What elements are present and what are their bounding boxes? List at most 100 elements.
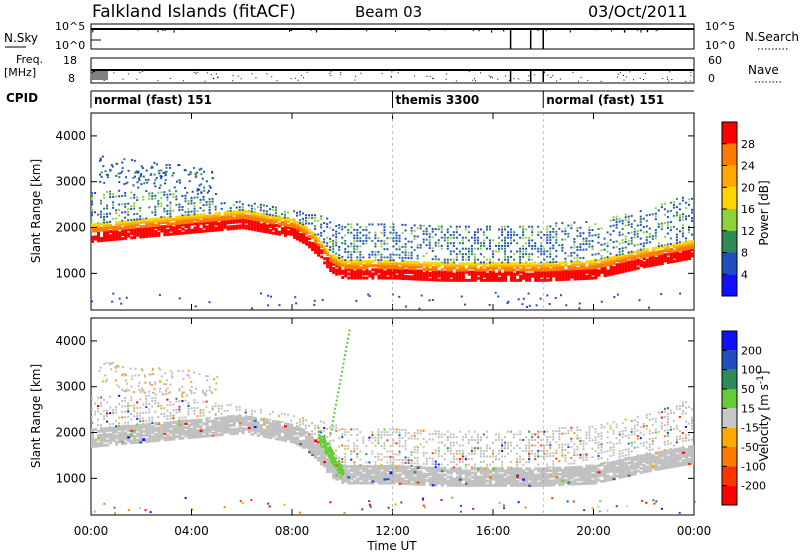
- echo-cell: [262, 418, 266, 422]
- nave-dot: [505, 75, 507, 77]
- echo-cell: [103, 439, 107, 443]
- echo-cell: [156, 163, 159, 166]
- echo-cell: [534, 455, 537, 458]
- echo-cell: [350, 274, 354, 278]
- echo-cell: [374, 465, 378, 469]
- echo-cell: [488, 447, 491, 450]
- echo-cell: [428, 472, 432, 476]
- echo-cell: [184, 229, 188, 233]
- echo-cell: [139, 412, 142, 415]
- echo-cell: [160, 175, 163, 178]
- echo-cell: [118, 233, 122, 237]
- echo-cell: [479, 447, 482, 450]
- echo-cell: [130, 207, 133, 210]
- echo-cell: [476, 268, 480, 272]
- echo-cell: [531, 239, 534, 242]
- echo-cell: [501, 469, 505, 473]
- echo-cell: [166, 427, 170, 431]
- echo-cell: [103, 228, 107, 232]
- echo-cell: [488, 244, 491, 247]
- echo-cell: [160, 430, 164, 434]
- echo-cell: [410, 451, 413, 454]
- echo-cell: [410, 437, 413, 440]
- echo-cell: [507, 272, 511, 276]
- echo-cell: [467, 255, 470, 258]
- echo-cell: [690, 246, 694, 250]
- echo-cell: [91, 195, 93, 198]
- echo-cell: [299, 421, 302, 424]
- echo-cell: [244, 408, 247, 411]
- echo-cell: [100, 237, 104, 241]
- echo-cell: [624, 255, 628, 259]
- echo-cell: [525, 250, 528, 253]
- echo-cell: [642, 248, 646, 252]
- echo-cell: [482, 433, 485, 436]
- echo-cell: [341, 474, 345, 478]
- echo-cell: [449, 441, 452, 444]
- echo-cell: [513, 276, 517, 280]
- echo-cell: [636, 266, 640, 270]
- echo-cell: [528, 458, 531, 461]
- echo-cell: [229, 216, 233, 220]
- echo-cell: [359, 259, 362, 262]
- echo-cell: [633, 230, 636, 233]
- echo-cell: [504, 242, 507, 245]
- echo-cell: [268, 218, 272, 222]
- echo-cell: [148, 435, 152, 439]
- echo-cell: [214, 226, 218, 230]
- echo-cell: [455, 449, 458, 452]
- echo-cell: [525, 236, 528, 239]
- echo-cell: [235, 214, 239, 218]
- echo-cell: [404, 305, 407, 308]
- echo-cell: [443, 258, 446, 261]
- echo-cell: [516, 266, 520, 270]
- echo-cell: [525, 305, 528, 308]
- echo-cell: [467, 463, 470, 466]
- echo-cell: [160, 221, 164, 225]
- echo-cell: [350, 242, 353, 245]
- echo-cell: [585, 270, 589, 274]
- echo-cell: [389, 226, 392, 229]
- echo-cell: [127, 402, 130, 405]
- nave-dot: [690, 75, 692, 77]
- echo-cell: [365, 444, 368, 447]
- echo-cell: [663, 249, 667, 253]
- echo-cell: [507, 300, 510, 303]
- echo-cell: [416, 277, 420, 281]
- echo-cell: [543, 258, 546, 261]
- echo-cell: [519, 458, 522, 461]
- nave-dot: [240, 78, 242, 80]
- echo-cell: [386, 431, 389, 434]
- echo-cell: [555, 276, 559, 280]
- echo-cell: [573, 243, 576, 246]
- echo-cell: [145, 400, 148, 403]
- echo-cell: [217, 416, 221, 420]
- echo-cell: [410, 251, 413, 254]
- echo-cell: [347, 245, 350, 248]
- echo-cell: [666, 226, 669, 229]
- echo-cell: [645, 248, 649, 252]
- echo-cell: [271, 231, 275, 235]
- echo-cell: [344, 248, 347, 251]
- echo-cell: [277, 435, 281, 439]
- echo-cell: [183, 168, 186, 171]
- nave-dot: [629, 71, 631, 73]
- echo-cell: [226, 430, 230, 434]
- echo-cell: [130, 404, 133, 407]
- echo-cell: [413, 468, 417, 472]
- echo-cell: [148, 228, 152, 232]
- echo-cell: [241, 211, 245, 215]
- echo-cell: [157, 421, 160, 424]
- echo-cell: [262, 422, 266, 426]
- echo-cell: [401, 262, 405, 266]
- echo-cell: [112, 426, 116, 430]
- echo-cell: [479, 475, 483, 479]
- echo-cell: [428, 466, 432, 470]
- echo-cell: [440, 481, 444, 485]
- echo-cell: [660, 228, 663, 231]
- echo-cell: [458, 270, 462, 274]
- echo-cell: [136, 424, 140, 428]
- echo-cell: [299, 213, 302, 216]
- echo-cell: [344, 270, 348, 274]
- echo-cell: [603, 270, 607, 274]
